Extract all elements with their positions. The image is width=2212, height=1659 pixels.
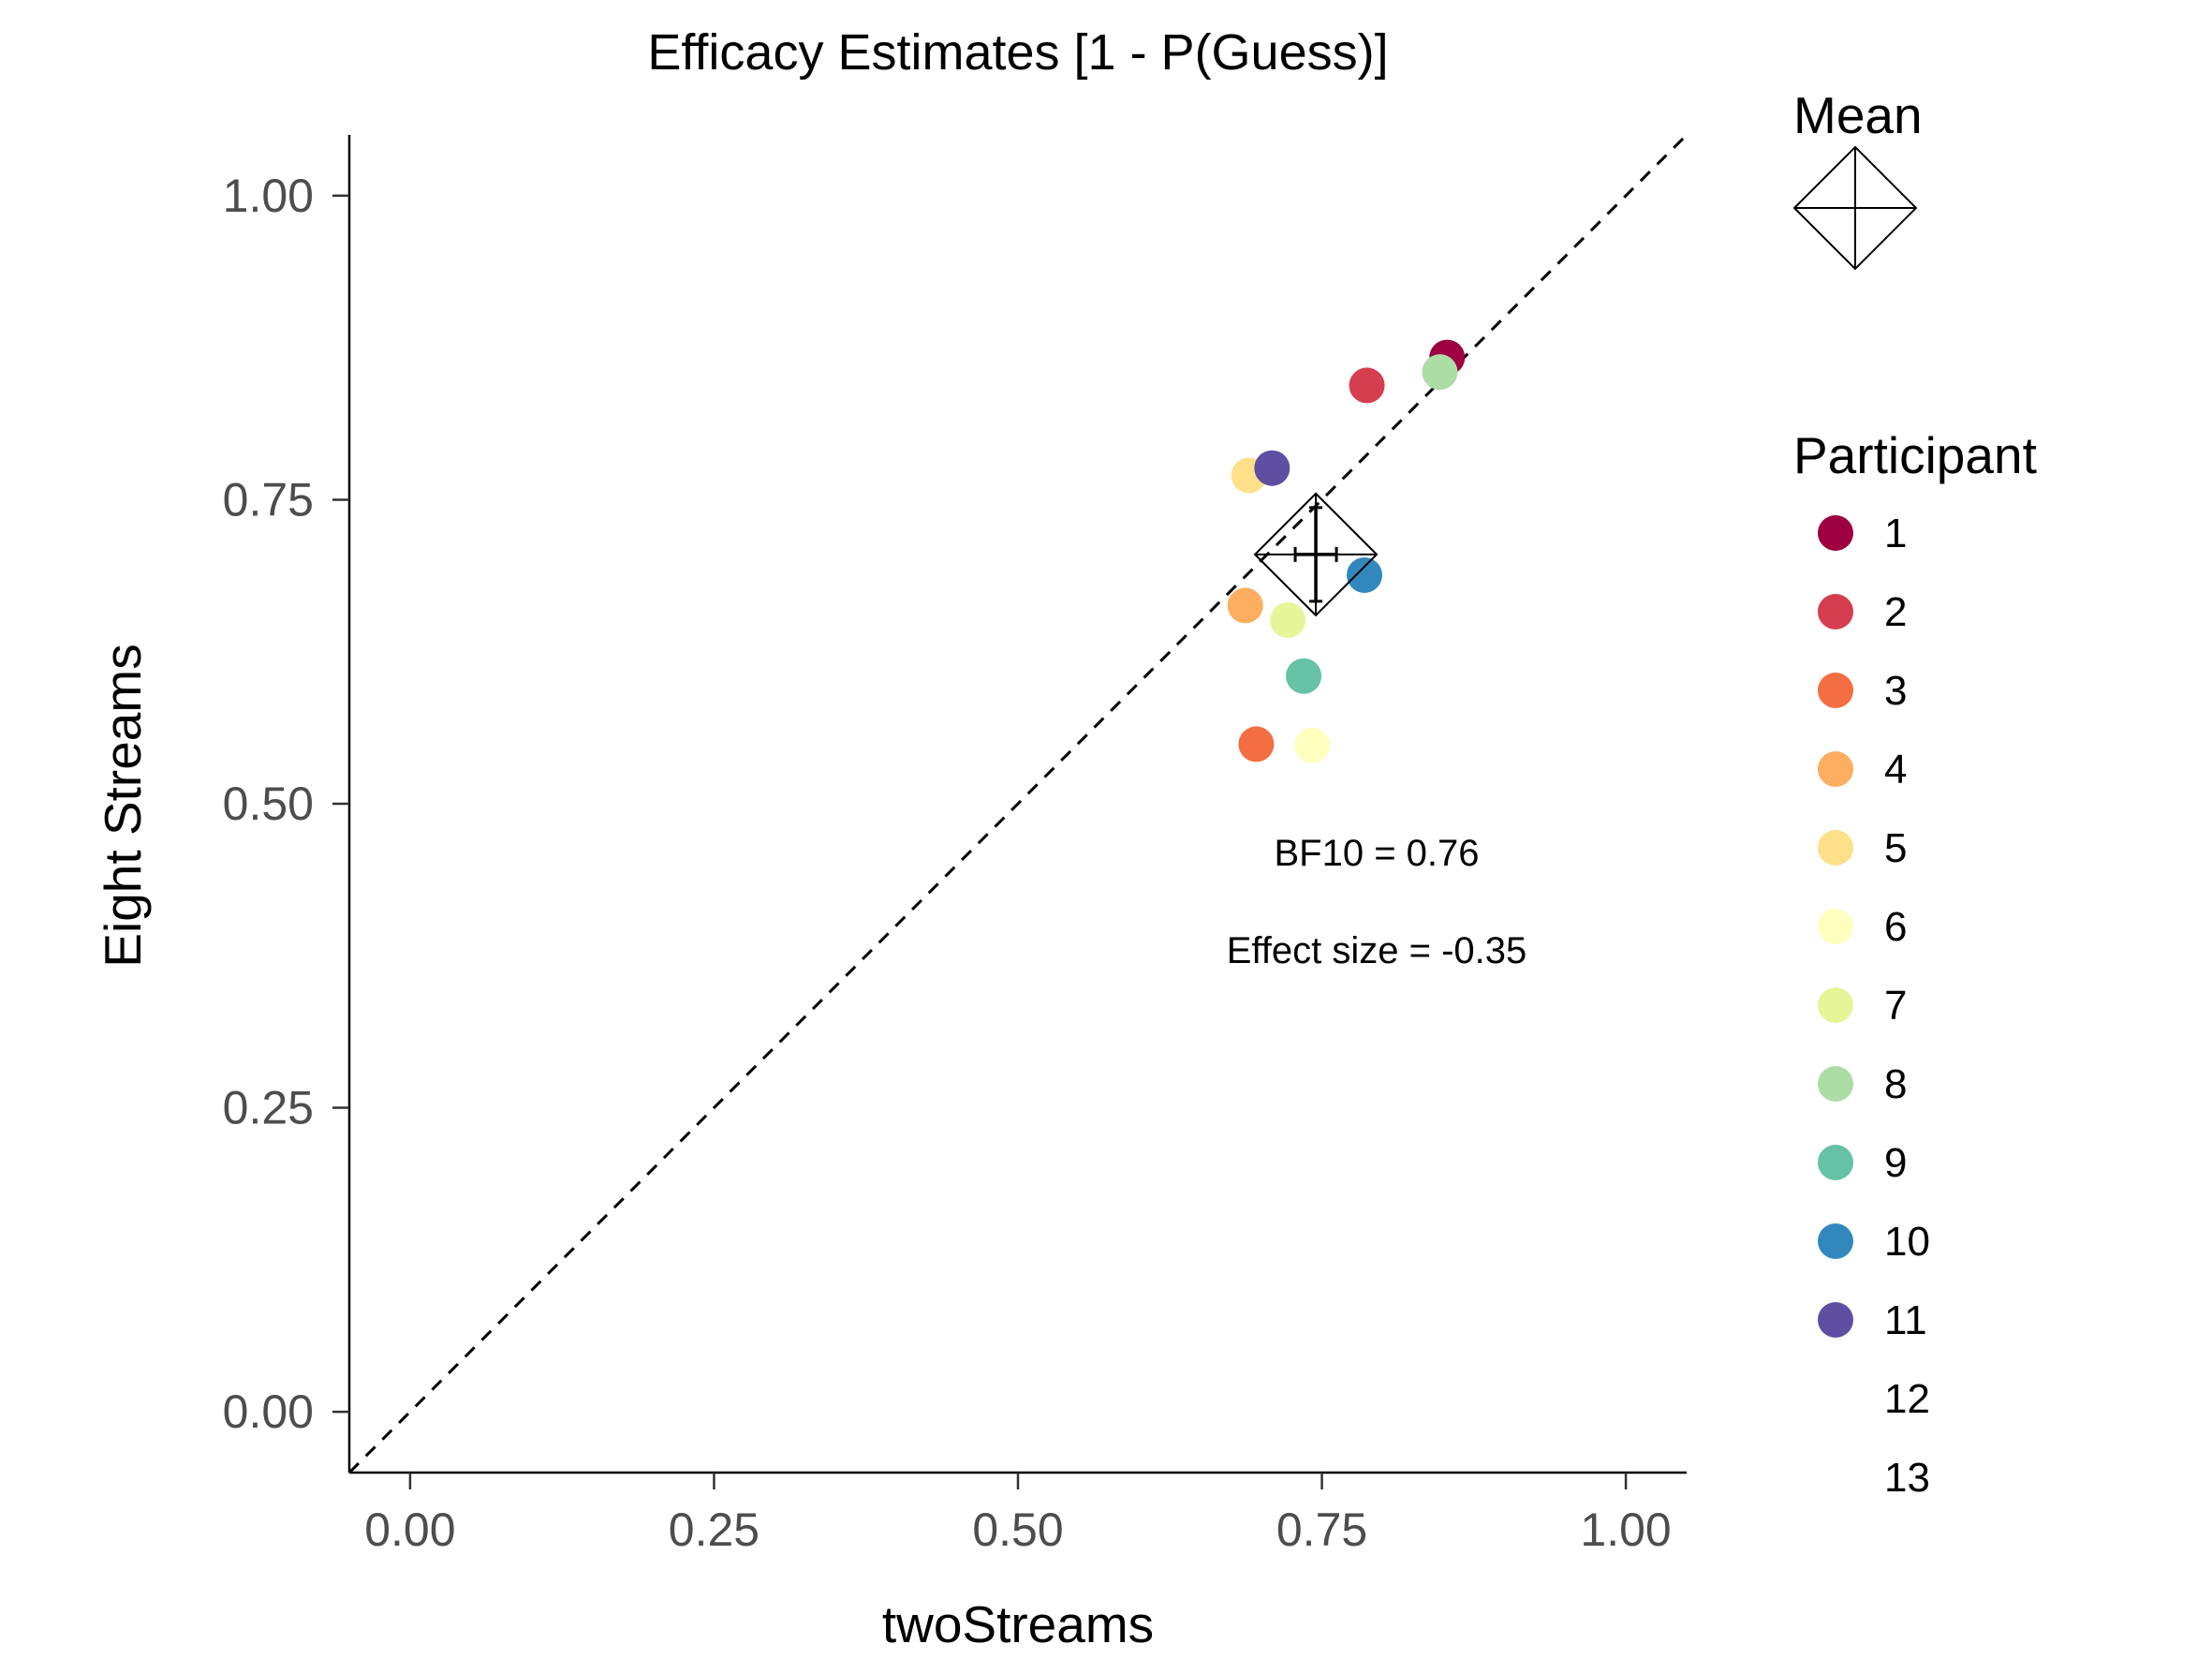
- plot-area: 0.00 0.25 0.50 0.75 1.00 0.00 0.25 0.50 0.75 1.00…: [223, 133, 1688, 1556]
- y-axis-title: Eight Streams: [94, 644, 152, 967]
- legend-label-13: 13: [1884, 1455, 1930, 1501]
- participant-point-8: [1422, 354, 1458, 391]
- legend-mean-title: Mean: [1793, 86, 1923, 144]
- mean-marker: [1253, 492, 1379, 617]
- legend-key-9: [1818, 1145, 1853, 1180]
- participant-point-11: [1254, 450, 1290, 486]
- x-tick-label: 0.00: [364, 1503, 455, 1556]
- y-tick-label: 0.25: [223, 1082, 314, 1134]
- legend-key-2: [1818, 594, 1853, 630]
- chart-title: Efficacy Estimates [1 - P(Guess)]: [647, 24, 1388, 81]
- legend-participant-title: Participant: [1793, 426, 2037, 484]
- legend-label-12: 12: [1884, 1376, 1930, 1422]
- legend-label-9: 9: [1884, 1140, 1907, 1186]
- x-tick-label: 0.75: [1276, 1503, 1367, 1556]
- participant-point-2: [1349, 367, 1385, 404]
- participant-point-9: [1286, 658, 1322, 694]
- legend-key-7: [1818, 987, 1853, 1023]
- legend-label-8: 8: [1884, 1061, 1907, 1107]
- x-axis-title: twoStreams: [882, 1595, 1154, 1653]
- legend-label-10: 10: [1884, 1219, 1930, 1265]
- legend-label-11: 11: [1884, 1297, 1927, 1343]
- x-tick-label: 0.50: [972, 1503, 1063, 1556]
- x-tick-label: 1.00: [1580, 1503, 1671, 1556]
- y-tick-label: 0.50: [223, 778, 314, 830]
- legend-key-3: [1818, 673, 1853, 708]
- legend-label-5: 5: [1884, 825, 1907, 871]
- participant-point-4: [1227, 587, 1263, 624]
- participant-point-6: [1294, 727, 1331, 763]
- x-tick-label: 0.25: [669, 1503, 759, 1556]
- participant-point-7: [1270, 601, 1306, 638]
- annotation-text: Effect size = -0.35: [1227, 930, 1527, 971]
- legend-label-6: 6: [1884, 904, 1907, 950]
- legend-label-1: 1: [1884, 511, 1907, 556]
- legend-key-1: [1818, 515, 1853, 551]
- legend-label-3: 3: [1884, 668, 1907, 714]
- legend-label-7: 7: [1884, 983, 1907, 1029]
- legend-key-6: [1818, 909, 1853, 944]
- legend-key-4: [1818, 751, 1853, 787]
- legend-label-4: 4: [1884, 747, 1907, 792]
- legend-label-2: 2: [1884, 589, 1907, 635]
- legend-key-8: [1818, 1066, 1853, 1102]
- participant-point-10: [1346, 556, 1382, 593]
- y-tick-label: 1.00: [223, 170, 314, 222]
- legend-key-11: [1818, 1302, 1853, 1338]
- participant-point-3: [1238, 726, 1275, 763]
- legend-key-10: [1818, 1223, 1853, 1259]
- annotation-text: BF10 = 0.76: [1274, 833, 1479, 874]
- legend-mean-key: [1792, 145, 1918, 271]
- identity-reference-line: [347, 133, 1688, 1474]
- y-tick-label: 0.75: [223, 473, 314, 526]
- y-tick-label: 0.00: [223, 1385, 314, 1438]
- legend-key-5: [1818, 830, 1853, 866]
